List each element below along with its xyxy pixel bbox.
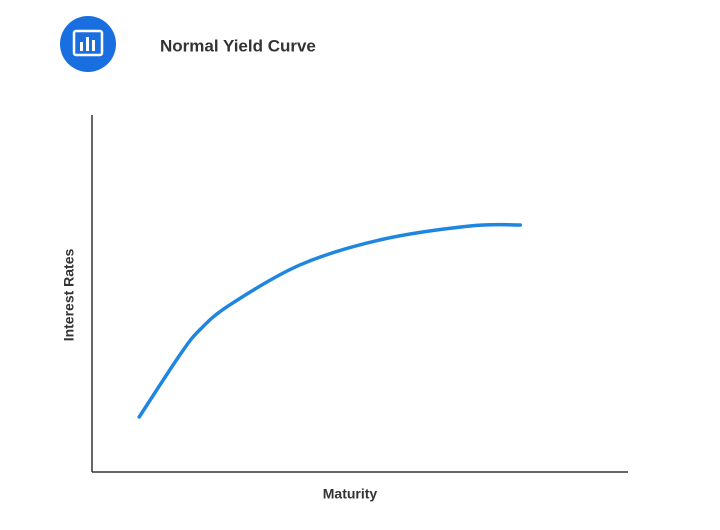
chart-title: Normal Yield Curve: [160, 36, 316, 55]
title-icon: [60, 16, 116, 72]
y-axis-label: Interest Rates: [61, 248, 77, 341]
line: [137, 222, 523, 419]
x-axis-label: Maturity: [323, 486, 378, 502]
